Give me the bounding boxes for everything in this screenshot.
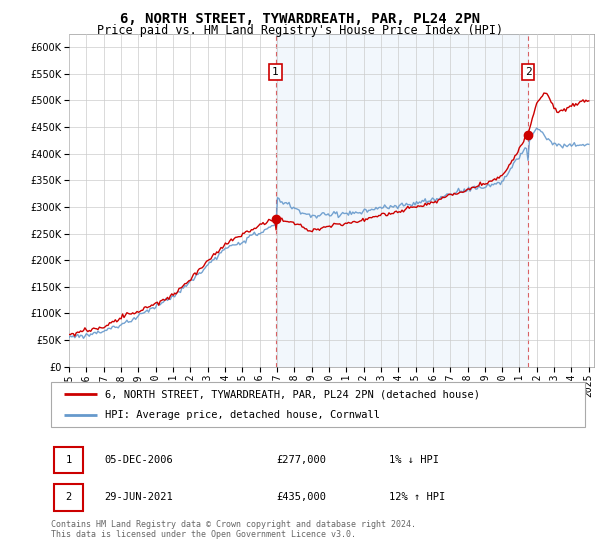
Text: 2: 2 (65, 492, 72, 502)
Text: 1: 1 (272, 67, 279, 77)
Text: Contains HM Land Registry data © Crown copyright and database right 2024.
This d: Contains HM Land Registry data © Crown c… (51, 520, 416, 539)
Text: HPI: Average price, detached house, Cornwall: HPI: Average price, detached house, Corn… (105, 410, 380, 420)
FancyBboxPatch shape (53, 446, 83, 473)
Text: £277,000: £277,000 (277, 455, 326, 465)
Text: £435,000: £435,000 (277, 492, 326, 502)
Text: 05-DEC-2006: 05-DEC-2006 (105, 455, 173, 465)
Text: 1: 1 (65, 455, 72, 465)
FancyBboxPatch shape (53, 484, 83, 511)
Text: 29-JUN-2021: 29-JUN-2021 (105, 492, 173, 502)
Text: Price paid vs. HM Land Registry's House Price Index (HPI): Price paid vs. HM Land Registry's House … (97, 24, 503, 37)
Text: 1% ↓ HPI: 1% ↓ HPI (389, 455, 439, 465)
FancyBboxPatch shape (51, 382, 586, 427)
Text: 12% ↑ HPI: 12% ↑ HPI (389, 492, 446, 502)
Text: 6, NORTH STREET, TYWARDREATH, PAR, PL24 2PN: 6, NORTH STREET, TYWARDREATH, PAR, PL24 … (120, 12, 480, 26)
Text: 6, NORTH STREET, TYWARDREATH, PAR, PL24 2PN (detached house): 6, NORTH STREET, TYWARDREATH, PAR, PL24 … (105, 389, 480, 399)
Text: 2: 2 (525, 67, 532, 77)
Bar (275, 34, 528, 367)
